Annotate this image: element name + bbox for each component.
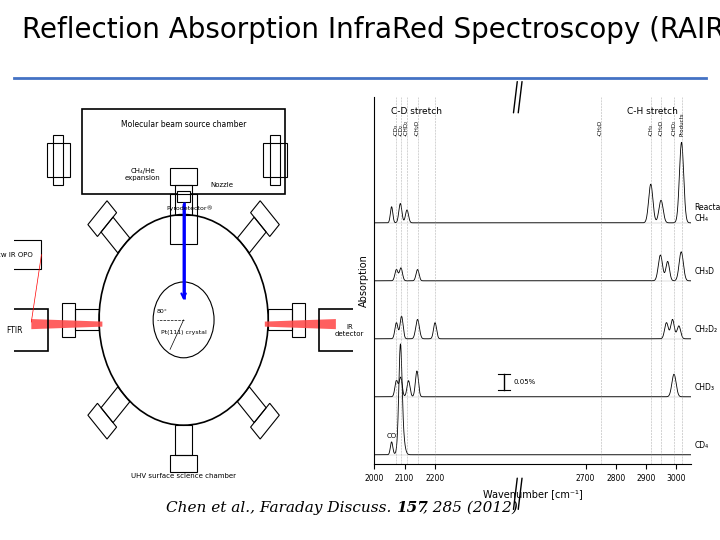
Text: -CH₂D: -CH₂D (598, 119, 603, 136)
Text: Pyrodetector®: Pyrodetector® (167, 205, 213, 211)
Text: , 285 (2012): , 285 (2012) (423, 501, 518, 515)
Text: FTIR: FTIR (6, 326, 22, 335)
Y-axis label: Absorption: Absorption (359, 254, 369, 307)
Text: CH₃D: CH₃D (694, 267, 714, 275)
Text: Reactants
CH₄: Reactants CH₄ (694, 204, 720, 223)
Bar (0, 309, 48, 352)
Bar (82, 109, 285, 193)
Text: Reflection Absorption InfraRed Spectroscopy (RAIRS): Reflection Absorption InfraRed Spectrosc… (22, 16, 720, 44)
Text: CH₂D₂: CH₂D₂ (694, 325, 717, 334)
Text: Nozzle: Nozzle (211, 182, 234, 188)
Bar (47, 143, 71, 177)
Text: IR
detector: IR detector (335, 324, 364, 337)
Text: 157: 157 (396, 501, 428, 515)
Bar (319, 309, 383, 352)
Text: C-D stretch: C-D stretch (391, 107, 442, 116)
Bar (270, 134, 280, 185)
Text: Products: Products (679, 112, 684, 136)
Text: Pt(111) crystal: Pt(111) crystal (161, 330, 207, 335)
Text: cw IR OPO: cw IR OPO (0, 252, 32, 258)
Polygon shape (265, 319, 336, 329)
Text: CHD₃: CHD₃ (694, 383, 714, 391)
Text: -CH₂D: -CH₂D (659, 119, 664, 136)
Text: Chen et al., Faraday Discuss.: Chen et al., Faraday Discuss. (166, 501, 396, 515)
Text: -CH₂D: -CH₂D (415, 119, 420, 136)
X-axis label: Wavenumber [cm⁻¹]: Wavenumber [cm⁻¹] (483, 489, 582, 498)
Text: 80°: 80° (156, 309, 167, 314)
Text: -CH₃: -CH₃ (648, 124, 653, 136)
Bar (177, 191, 190, 202)
Text: -CD₂: -CD₂ (398, 124, 403, 136)
Bar (0, 240, 42, 269)
Text: UHV surface science chamber: UHV surface science chamber (131, 472, 236, 479)
Text: 0.05%: 0.05% (513, 379, 536, 385)
Bar (263, 143, 287, 177)
Text: CH₄/He
expansion: CH₄/He expansion (125, 168, 161, 181)
Text: -CD₃: -CD₃ (394, 124, 399, 136)
Bar (170, 193, 197, 244)
Text: -CHD₂: -CHD₂ (672, 119, 677, 136)
Bar (53, 134, 63, 185)
Text: CD₄: CD₄ (694, 441, 708, 450)
Text: CO: CO (387, 433, 397, 438)
Text: C-H stretch: C-H stretch (626, 107, 678, 116)
Text: -CHD₂: -CHD₂ (404, 119, 409, 136)
Polygon shape (32, 319, 102, 329)
Text: Molecular beam source chamber: Molecular beam source chamber (121, 119, 246, 129)
